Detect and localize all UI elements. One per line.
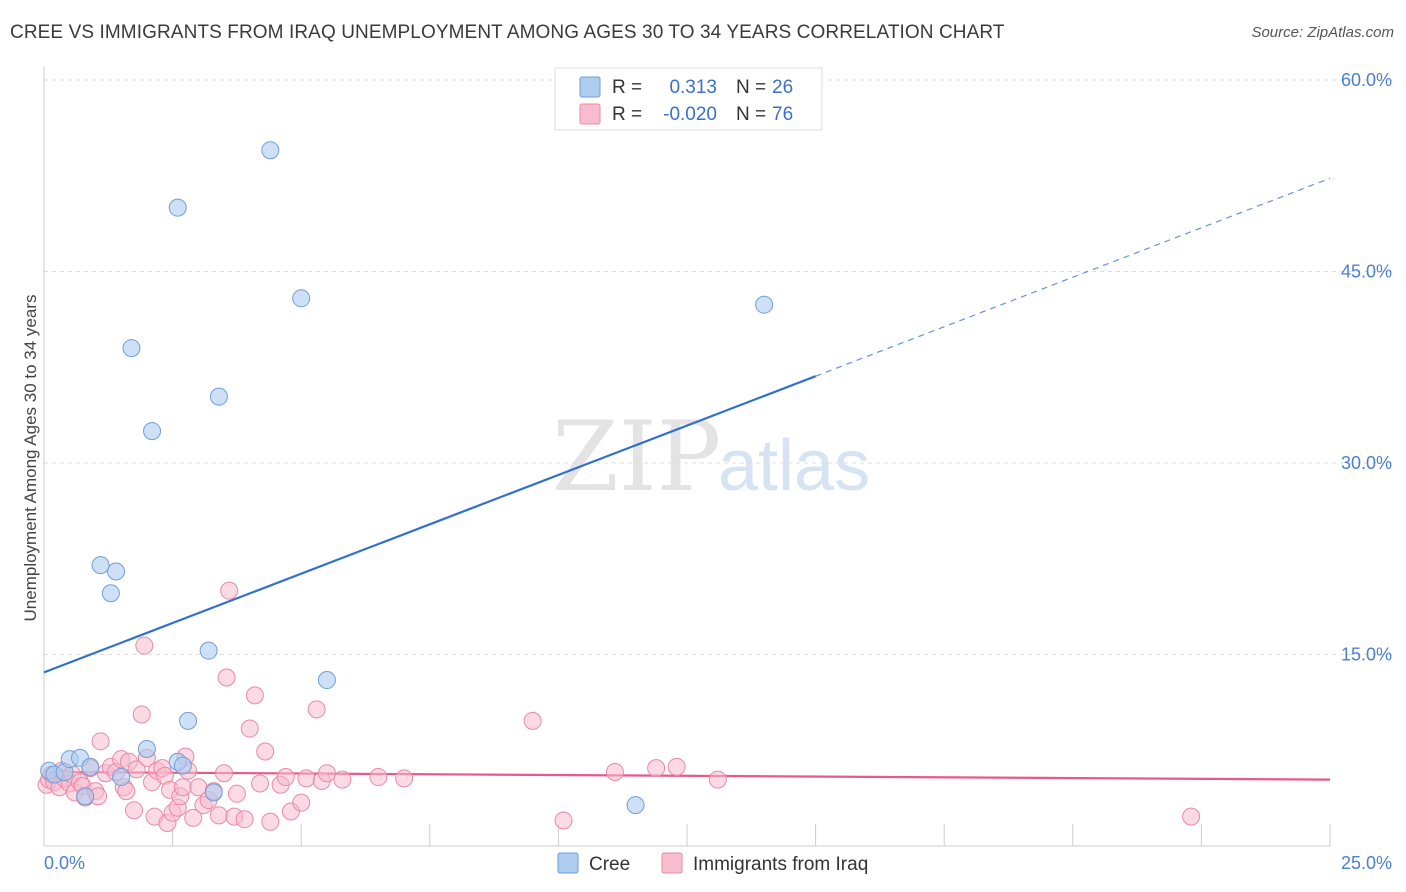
iraq-point [251, 774, 270, 793]
legend-iraq-n-value: 76 [772, 104, 793, 125]
cree-point [204, 783, 223, 802]
iraq-point [554, 811, 573, 830]
legend-cree-r-label: R = [612, 77, 642, 98]
iraq-point [184, 808, 203, 827]
iraq-point [276, 768, 295, 787]
legend-iraq-n-label: N = [736, 104, 766, 125]
iraq-point [91, 732, 110, 751]
iraq-point [227, 784, 246, 803]
cree-point [209, 387, 228, 406]
iraq-point [240, 719, 259, 738]
cree-point [91, 556, 110, 575]
cree-point [292, 289, 311, 308]
cree-trend-line [43, 375, 816, 674]
x-tick-label-max: 25.0% [1341, 853, 1392, 873]
bottom-legend-iraq-label: Immigrants from Iraq [693, 854, 868, 875]
y-tick-label: 45.0% [1341, 262, 1392, 282]
cree-point [81, 757, 100, 776]
cree-point [261, 141, 280, 160]
chart-title: CREE VS IMMIGRANTS FROM IRAQ UNEMPLOYMEN… [10, 22, 1005, 43]
iraq-point [523, 711, 542, 730]
correlation-legend: R = 0.313 N = 26 R = -0.020 N = 76 [554, 67, 823, 131]
cree-point [143, 422, 162, 441]
cree-point [107, 562, 126, 581]
cree-point [168, 198, 187, 217]
legend-iraq-r-value: -0.020 [663, 104, 717, 125]
y-tick-label: 30.0% [1341, 453, 1392, 473]
y-tick-label: 15.0% [1341, 645, 1392, 665]
cree-point [137, 739, 156, 758]
cree-point [122, 339, 141, 358]
iraq-point [132, 705, 151, 724]
watermark-atlas: atlas [718, 426, 870, 506]
iraq-point [297, 769, 316, 788]
cree-point [112, 768, 131, 787]
bottom-legend-iraq-swatch [661, 852, 683, 874]
chart-source: Source: ZipAtlas.com [1251, 24, 1394, 41]
iraq-point [173, 778, 192, 797]
y-tick-label: 60.0% [1341, 70, 1392, 90]
iraq-point [708, 770, 727, 789]
iraq-point [317, 764, 336, 783]
cree-point [199, 641, 218, 660]
bottom-legend-cree-label: Cree [589, 854, 630, 875]
watermark-zip: ZIP [552, 401, 721, 513]
iraq-point [292, 793, 311, 812]
legend-iraq-swatch [579, 103, 601, 125]
iraq-point [307, 700, 326, 719]
iraq-point [605, 762, 624, 781]
iraq-point [220, 581, 239, 600]
y-axis-label: Unemployment Among Ages 30 to 34 years [21, 295, 40, 622]
iraq-point [209, 806, 228, 825]
iraq-point [1182, 807, 1201, 826]
iraq-point [235, 810, 254, 829]
grid-layer [44, 79, 1392, 655]
cree-point [101, 584, 120, 603]
cree-point [626, 796, 645, 815]
legend-cree-n-label: N = [736, 77, 766, 98]
iraq-trend-line [43, 770, 1331, 781]
x-tick-label-min: 0.0% [44, 853, 85, 873]
iraq-point [135, 636, 154, 655]
cree-trend-extension [815, 177, 1331, 377]
iraq-point [667, 757, 686, 776]
cree-point [317, 671, 336, 690]
iraq-point [333, 770, 352, 789]
iraq-point [217, 668, 236, 687]
trend-layer [43, 177, 1331, 781]
iraq-point [647, 759, 666, 778]
cree-point [76, 787, 95, 806]
iraq-point [125, 801, 144, 820]
bottom-legend-cree-swatch [557, 852, 579, 874]
legend-iraq-r-label: R = [612, 104, 642, 125]
cree-point [173, 756, 192, 775]
cree-point [179, 711, 198, 730]
series-legend: Cree Immigrants from Iraq [557, 852, 868, 875]
legend-cree-n-value: 26 [772, 77, 793, 98]
points-layer [37, 141, 1201, 833]
iraq-point [245, 686, 264, 705]
iraq-point [256, 742, 275, 761]
iraq-point [395, 769, 414, 788]
legend-cree-r-value: 0.313 [669, 77, 717, 98]
iraq-point [261, 812, 280, 831]
cree-point [755, 295, 774, 314]
iraq-point [127, 760, 146, 779]
iraq-point [369, 768, 388, 787]
axes-layer: 15.0% 30.0% 45.0% 60.0% [43, 66, 1392, 847]
legend-cree-swatch [579, 76, 601, 98]
iraq-point [215, 764, 234, 783]
